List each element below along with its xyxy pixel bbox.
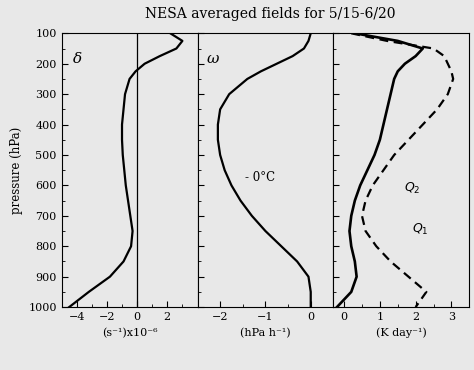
- Text: - 0°C: - 0°C: [245, 171, 275, 184]
- X-axis label: (K day⁻¹): (K day⁻¹): [376, 327, 427, 338]
- Text: ω: ω: [207, 53, 219, 67]
- Text: $Q_1$: $Q_1$: [412, 222, 429, 237]
- Text: NESA averaged fields for 5/15-6/20: NESA averaged fields for 5/15-6/20: [145, 7, 395, 21]
- X-axis label: (hPa h⁻¹): (hPa h⁻¹): [240, 327, 291, 338]
- Y-axis label: pressure (hPa): pressure (hPa): [9, 127, 23, 214]
- Text: $Q_2$: $Q_2$: [404, 181, 420, 196]
- Text: δ: δ: [73, 53, 82, 67]
- X-axis label: (s⁻¹)x10⁻⁶: (s⁻¹)x10⁻⁶: [102, 327, 157, 338]
